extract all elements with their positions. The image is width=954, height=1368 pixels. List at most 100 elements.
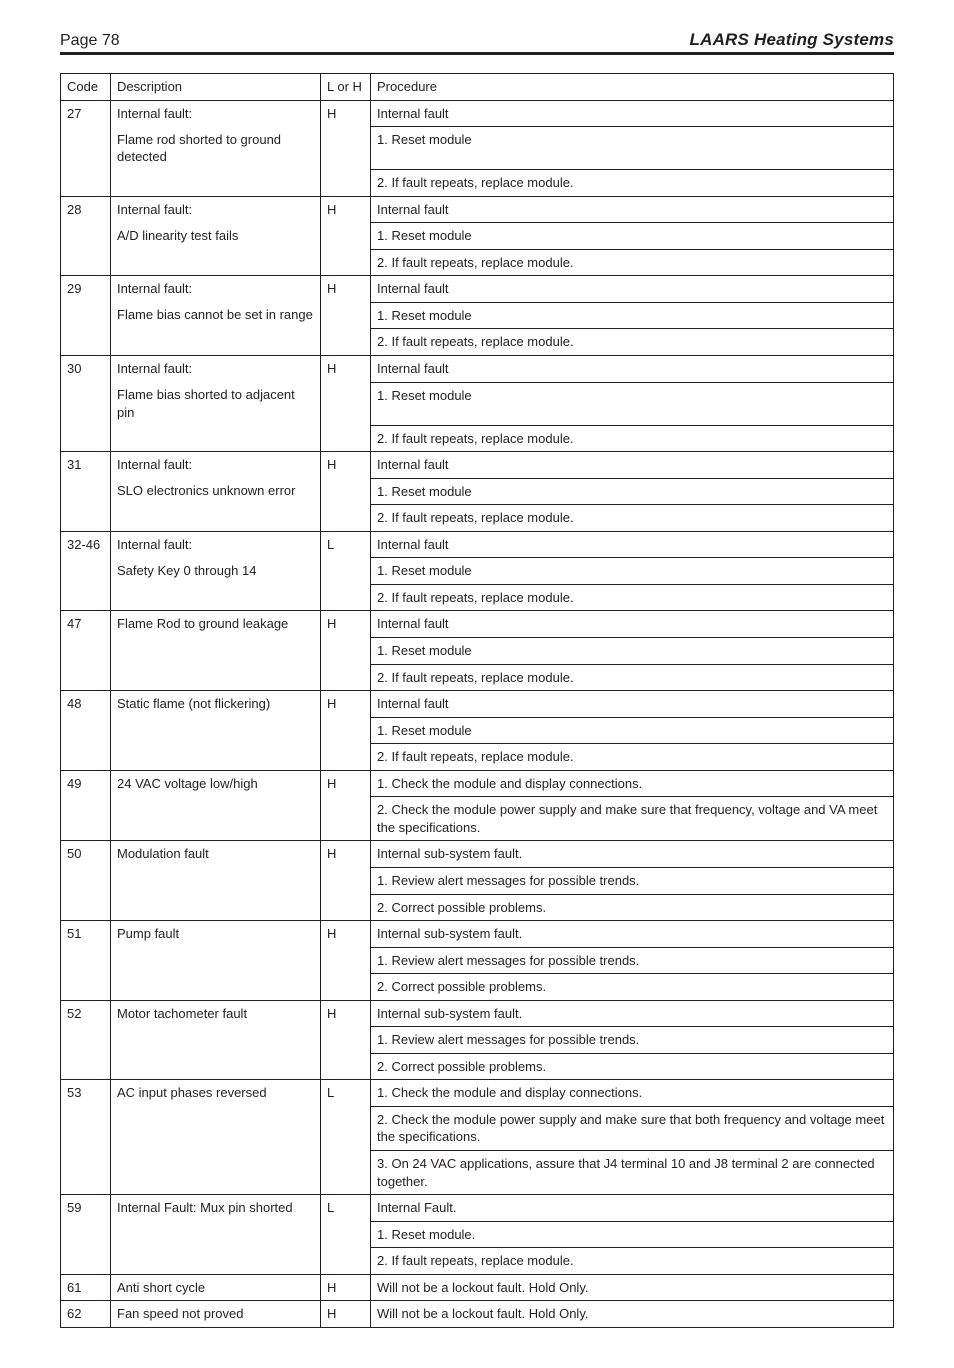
cell-procedure: 2. If fault repeats, replace module.: [371, 249, 894, 276]
cell-procedure: Internal fault: [371, 611, 894, 638]
cell-lh: [321, 1248, 371, 1275]
cell-code: [61, 717, 111, 744]
cell-lh: [321, 249, 371, 276]
cell-description: AC input phases reversed: [111, 1080, 321, 1107]
cell-lh: [321, 505, 371, 532]
cell-code: [61, 1248, 111, 1275]
page: Page 78 LAARS Heating Systems Code Descr…: [0, 0, 954, 1368]
table-row: 1. Reset module.: [61, 1221, 894, 1248]
cell-procedure: 2. Correct possible problems.: [371, 1053, 894, 1080]
cell-procedure: 2. If fault repeats, replace module.: [371, 329, 894, 356]
page-header: Page 78 LAARS Heating Systems: [60, 30, 894, 55]
cell-procedure: 1. Check the module and display connecti…: [371, 1080, 894, 1107]
cell-procedure: Internal fault: [371, 276, 894, 303]
cell-description: Internal fault:: [111, 196, 321, 223]
cell-procedure: 1. Reset module: [371, 558, 894, 585]
cell-procedure: Internal sub-system fault.: [371, 921, 894, 948]
cell-procedure: 2. If fault repeats, replace module.: [371, 505, 894, 532]
table-row: 31Internal fault:HInternal fault: [61, 452, 894, 479]
cell-procedure: 2. Correct possible problems.: [371, 894, 894, 921]
cell-code: [61, 894, 111, 921]
cell-lh: [321, 170, 371, 197]
cell-lh: L: [321, 1080, 371, 1107]
cell-description: [111, 1106, 321, 1150]
cell-description: [111, 797, 321, 841]
table-row: 47Flame Rod to ground leakageHInternal f…: [61, 611, 894, 638]
cell-lh: [321, 382, 371, 425]
cell-code: [61, 127, 111, 170]
cell-code: 49: [61, 770, 111, 797]
table-row: 28Internal fault:HInternal fault: [61, 196, 894, 223]
table-row: 4924 VAC voltage low/highH1. Check the m…: [61, 770, 894, 797]
cell-procedure: 1. Reset module: [371, 382, 894, 425]
cell-code: 59: [61, 1195, 111, 1222]
table-row: 1. Review alert messages for possible tr…: [61, 1027, 894, 1054]
cell-description: Flame bias cannot be set in range: [111, 302, 321, 329]
cell-description: [111, 170, 321, 197]
cell-code: [61, 974, 111, 1001]
cell-procedure: 2. Check the module power supply and mak…: [371, 1106, 894, 1150]
cell-description: [111, 947, 321, 974]
table-row: 2. Check the module power supply and mak…: [61, 1106, 894, 1150]
cell-lh: H: [321, 611, 371, 638]
cell-code: [61, 558, 111, 585]
cell-code: [61, 1150, 111, 1194]
cell-procedure: 2. If fault repeats, replace module.: [371, 584, 894, 611]
cell-description: Internal fault:: [111, 531, 321, 558]
cell-procedure: 2. If fault repeats, replace module.: [371, 664, 894, 691]
cell-description: Internal fault:: [111, 356, 321, 383]
cell-description: [111, 1027, 321, 1054]
cell-code: [61, 1053, 111, 1080]
cell-lh: [321, 974, 371, 1001]
cell-code: 47: [61, 611, 111, 638]
col-procedure: Procedure: [371, 74, 894, 101]
cell-procedure: Internal fault: [371, 100, 894, 127]
cell-code: 51: [61, 921, 111, 948]
cell-lh: [321, 717, 371, 744]
cell-procedure: Internal sub-system fault.: [371, 841, 894, 868]
cell-procedure: 2. If fault repeats, replace module.: [371, 425, 894, 452]
table-row: 2. If fault repeats, replace module.: [61, 505, 894, 532]
cell-lh: [321, 329, 371, 356]
cell-procedure: 2. If fault repeats, replace module.: [371, 744, 894, 771]
cell-code: 52: [61, 1000, 111, 1027]
cell-lh: [321, 223, 371, 250]
cell-procedure: 1. Reset module.: [371, 1221, 894, 1248]
cell-code: [61, 329, 111, 356]
cell-description: [111, 664, 321, 691]
cell-lh: H: [321, 100, 371, 127]
cell-code: [61, 1027, 111, 1054]
table-row: 61Anti short cycleHWill not be a lockout…: [61, 1274, 894, 1301]
col-description: Description: [111, 74, 321, 101]
cell-lh: [321, 478, 371, 505]
cell-description: [111, 1221, 321, 1248]
table-row: 2. Check the module power supply and mak…: [61, 797, 894, 841]
cell-procedure: 1. Review alert messages for possible tr…: [371, 1027, 894, 1054]
cell-lh: L: [321, 1195, 371, 1222]
table-row: 2. If fault repeats, replace module.: [61, 1248, 894, 1275]
cell-description: [111, 329, 321, 356]
table-row: 2. If fault repeats, replace module.: [61, 744, 894, 771]
table-row: 2. Correct possible problems.: [61, 1053, 894, 1080]
cell-code: [61, 1106, 111, 1150]
cell-description: Flame bias shorted to adjacent pin: [111, 382, 321, 425]
cell-procedure: Internal fault: [371, 196, 894, 223]
cell-lh: H: [321, 691, 371, 718]
cell-code: 31: [61, 452, 111, 479]
cell-lh: [321, 127, 371, 170]
cell-lh: H: [321, 1274, 371, 1301]
cell-description: Pump fault: [111, 921, 321, 948]
cell-description: [111, 584, 321, 611]
cell-procedure: 1. Reset module: [371, 638, 894, 665]
table-row: 2. Correct possible problems.: [61, 894, 894, 921]
cell-lh: H: [321, 276, 371, 303]
cell-description: [111, 974, 321, 1001]
cell-procedure: 1. Review alert messages for possible tr…: [371, 867, 894, 894]
cell-description: Motor tachometer fault: [111, 1000, 321, 1027]
cell-code: [61, 664, 111, 691]
cell-lh: H: [321, 841, 371, 868]
cell-code: [61, 505, 111, 532]
cell-code: [61, 947, 111, 974]
table-row: 1. Reset module: [61, 638, 894, 665]
table-row: 51Pump faultHInternal sub-system fault.: [61, 921, 894, 948]
